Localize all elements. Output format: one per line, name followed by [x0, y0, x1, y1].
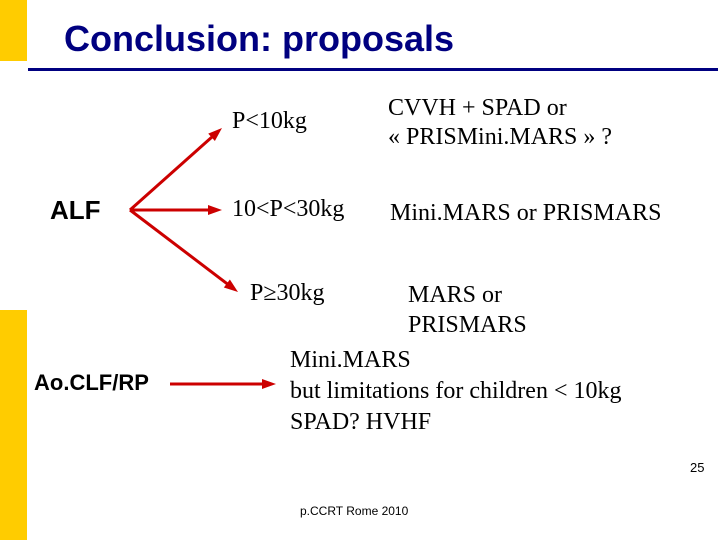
arrows-canvas	[0, 0, 720, 540]
arrow-fan	[130, 128, 238, 292]
footer-credit: p.CCRT Rome 2010	[300, 504, 408, 518]
slide-number: 25	[690, 460, 704, 475]
arrow-straight	[170, 379, 276, 389]
